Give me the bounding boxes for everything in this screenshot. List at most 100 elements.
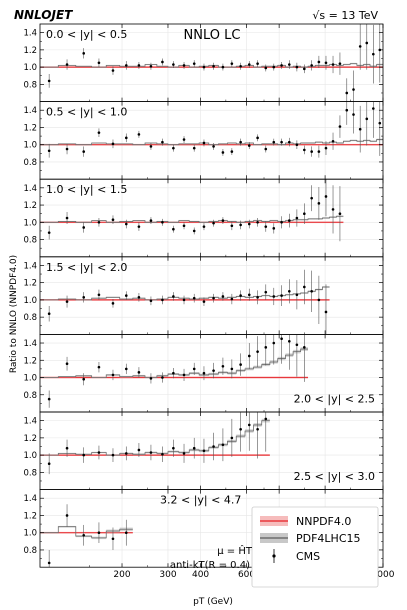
x-tick-label: 2000 [372, 570, 395, 580]
legend-pdf4lhc-label: PDF4LHC15 [296, 532, 361, 545]
cms-point [124, 64, 128, 67]
cms-point [124, 294, 128, 297]
cms-point [303, 212, 306, 215]
cms-point [149, 64, 153, 68]
cms-point [172, 295, 175, 298]
cms-point [161, 376, 164, 379]
cms-point [65, 514, 69, 517]
cms-point [97, 365, 101, 369]
legend-cms-marker [272, 554, 276, 558]
cms-point [247, 354, 251, 358]
cms-point [256, 350, 259, 353]
cms-point [303, 285, 306, 289]
cms-point [161, 60, 164, 64]
cms-point [124, 452, 128, 455]
cms-point [358, 45, 362, 48]
x-tick-label: 300 [159, 570, 176, 580]
cms-point [97, 61, 101, 65]
cms-point [352, 113, 355, 116]
cms-point [295, 216, 299, 220]
cms-point [303, 148, 306, 152]
cms-point [272, 295, 276, 298]
cms-point [317, 150, 321, 153]
cms-point [331, 63, 335, 66]
pdf4lhc-line [40, 63, 383, 68]
cms-point [182, 452, 186, 455]
cms-point [97, 293, 101, 297]
cms-point [230, 224, 234, 228]
cms-point [65, 216, 69, 220]
cms-point [47, 149, 51, 153]
cms-point [331, 139, 335, 143]
cms-point [47, 79, 51, 83]
cms-point [288, 63, 291, 66]
cms-point [47, 462, 51, 466]
cms-point [182, 64, 186, 67]
cms-point [111, 218, 115, 222]
cms-point [295, 65, 299, 69]
panel-7: 0.8 1.0 1.2 1.4 3.2 < |y| < 4.7 [23, 489, 384, 568]
cms-point [202, 65, 206, 69]
algo-label: anti-kT(R = 0.4) [170, 560, 250, 571]
y-tick-label: 1.0 [23, 451, 37, 461]
x-tick-label: 200 [113, 570, 130, 580]
y-tick-label: 0.8 [23, 391, 37, 401]
cms-point [310, 289, 313, 293]
legend-nnpdf-label: NNPDF4.0 [296, 515, 351, 528]
cms-point [338, 212, 342, 215]
cms-point [221, 365, 225, 368]
cms-point [324, 195, 328, 198]
cms-point [182, 224, 186, 228]
cms-point [149, 145, 153, 148]
y-tick-label: 0.8 [23, 80, 37, 90]
cms-point [372, 107, 375, 110]
cms-point [47, 231, 51, 234]
cms-point [124, 531, 128, 535]
y-tick-label: 0.8 [23, 236, 37, 246]
cms-point [378, 121, 382, 125]
pdf4lhc-line [40, 526, 133, 539]
cms-point [202, 225, 206, 228]
panel-2: 0.8 1.0 1.2 1.4 0.5 < |y| < 1.0 [23, 101, 384, 180]
cms-point [97, 221, 101, 224]
cms-point [82, 150, 86, 153]
cms-point [280, 64, 283, 67]
cms-point [221, 219, 225, 222]
cms-point [247, 222, 251, 226]
cms-point [239, 427, 242, 431]
cms-point [303, 67, 306, 71]
header-energy: √s = 13 TeV [312, 9, 378, 22]
cms-point [97, 451, 101, 454]
y-tick-label: 1.2 [23, 123, 37, 133]
cms-point [124, 222, 128, 226]
cms-point [239, 363, 242, 366]
pdf4lhc-line [40, 286, 330, 301]
y-tick-label: 1.0 [23, 63, 37, 73]
cms-point [82, 226, 86, 229]
cms-point [137, 225, 141, 228]
cms-point [239, 223, 242, 227]
cms-point [172, 63, 175, 66]
legend: NNPDF4.0 PDF4LHC15 CMS [251, 506, 379, 588]
y-tick-label: 0.8 [23, 158, 37, 168]
cms-point [82, 533, 86, 537]
cms-point [65, 63, 69, 66]
cms-point [256, 296, 259, 299]
cms-point [295, 343, 299, 347]
cms-point [111, 69, 115, 72]
cms-point [280, 221, 283, 224]
cms-point [280, 294, 283, 297]
cms-point [111, 302, 115, 305]
cms-point [192, 367, 196, 371]
y-tick-label: 1.4 [23, 261, 37, 271]
cms-point [149, 377, 153, 380]
y-tick-label: 1.0 [23, 141, 37, 151]
cms-point [149, 299, 153, 303]
y-tick-label: 1.2 [23, 434, 37, 444]
rapidity-label: 0.0 < |y| < 0.5 [46, 28, 127, 41]
cms-point [65, 300, 69, 303]
cms-point [324, 146, 328, 150]
cms-point [288, 219, 291, 222]
y-axis-label: Ratio to NNLO (NNPDF4.0) [9, 255, 19, 373]
